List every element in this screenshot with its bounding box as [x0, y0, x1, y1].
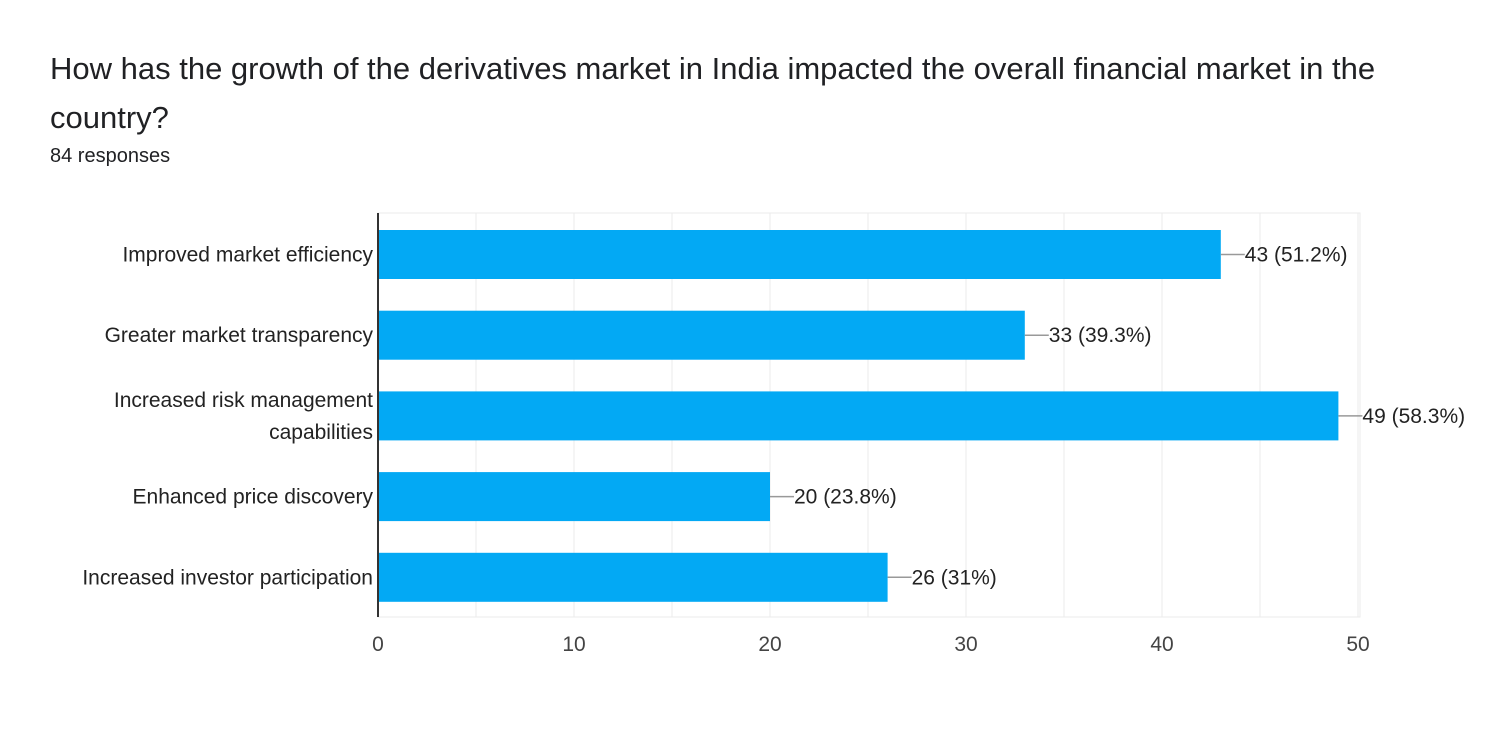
bar — [378, 552, 888, 602]
data-label: 33 (39.3%) — [1049, 324, 1152, 347]
x-tick-label: 10 — [562, 633, 585, 656]
data-labels: 43 (51.2%) 33 (39.3%) 49 (58.3%) 20 (23.8%)… — [794, 244, 1465, 590]
x-tick-label: 40 — [1150, 633, 1173, 656]
question-title: How has the growth of the derivatives ma… — [50, 51, 1376, 135]
bar — [378, 310, 1025, 360]
x-tick-label: 0 — [372, 633, 384, 656]
category-label: Increased risk management — [114, 389, 373, 412]
category-label: Greater market transparency — [105, 324, 374, 347]
x-tick-label: 30 — [954, 633, 977, 656]
category-label: Increased investor participation — [82, 566, 373, 589]
data-label: 26 (31%) — [912, 566, 997, 589]
category-label: Enhanced price discovery — [133, 486, 374, 509]
bar — [378, 472, 770, 522]
bar — [378, 391, 1339, 441]
data-label: 20 (23.8%) — [794, 486, 897, 509]
tick-labels: 0 10 20 30 40 50 — [372, 633, 1370, 656]
data-label: 43 (51.2%) — [1245, 244, 1348, 267]
category-label: Improved market efficiency — [122, 244, 373, 267]
x-tick-label: 50 — [1346, 633, 1369, 656]
bars — [378, 230, 1339, 602]
response-count: 84 responses — [50, 145, 171, 167]
category-labels: Improved market efficiency Greater market… — [82, 244, 373, 590]
category-label: capabilities — [269, 421, 373, 444]
leader-lines — [770, 253, 1363, 579]
x-tick-label: 20 — [758, 633, 781, 656]
data-label: 49 (58.3%) — [1362, 405, 1465, 428]
bar — [378, 230, 1221, 279]
